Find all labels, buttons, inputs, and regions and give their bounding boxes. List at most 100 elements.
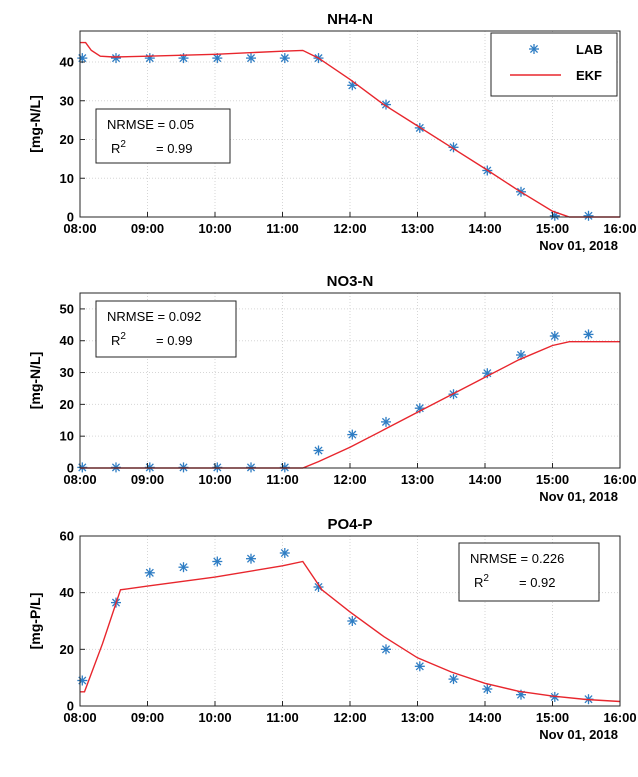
lab-marker bbox=[414, 661, 425, 672]
legend-box bbox=[490, 32, 618, 97]
lab-marker-stroke bbox=[415, 662, 424, 671]
x-tick-label: 15:00 bbox=[536, 221, 569, 236]
lab-marker-stroke bbox=[111, 54, 121, 63]
x-tick-label: 13:00 bbox=[401, 221, 434, 236]
lab-marker bbox=[347, 616, 358, 626]
lab-marker-stroke bbox=[145, 568, 154, 577]
chart-title: PO4-P bbox=[327, 516, 372, 533]
legend-label-ekf: EKF bbox=[576, 68, 602, 83]
y-tick-label: 50 bbox=[60, 301, 74, 316]
x-tick-label: 12:00 bbox=[333, 221, 366, 236]
x-tick-label: 14:00 bbox=[468, 221, 501, 236]
lab-marker bbox=[246, 553, 256, 564]
r2-text: R2 = 0.99 bbox=[111, 331, 193, 348]
lab-marker-stroke bbox=[213, 557, 222, 566]
lab-marker bbox=[583, 210, 594, 221]
chart-title: NO3-N bbox=[327, 273, 374, 290]
lab-marker bbox=[279, 548, 290, 558]
r2-text: R2 = 0.92 bbox=[474, 573, 556, 590]
legend-lab-marker bbox=[529, 44, 539, 54]
lab-marker bbox=[144, 567, 155, 578]
lab-marker bbox=[111, 53, 121, 64]
y-tick-label: 0 bbox=[67, 461, 74, 476]
lab-marker-stroke bbox=[280, 54, 289, 63]
ekf-line bbox=[80, 560, 620, 703]
lab-marker-stroke bbox=[449, 143, 458, 152]
x-tick-label: 14:00 bbox=[468, 710, 501, 725]
x-tick-label: 15:00 bbox=[536, 710, 569, 725]
x-tick-label: 13:00 bbox=[401, 710, 434, 725]
lab-marker-stroke bbox=[483, 684, 492, 694]
stats-box bbox=[458, 542, 600, 602]
lab-marker-stroke bbox=[280, 548, 289, 558]
lab-marker bbox=[448, 674, 459, 685]
lab-marker bbox=[246, 53, 256, 64]
date-label: Nov 01, 2018 bbox=[539, 727, 618, 742]
x-tick-label: 10:00 bbox=[198, 221, 231, 236]
date-label: Nov 01, 2018 bbox=[539, 489, 618, 504]
x-tick-label: 11:00 bbox=[266, 710, 299, 725]
x-tick-label: 09:00 bbox=[131, 221, 164, 236]
ekf-line bbox=[80, 41, 620, 218]
lab-marker bbox=[347, 429, 358, 440]
ekf-line bbox=[80, 341, 620, 469]
chart-panel-no3-n: 08:00 09:00 10:00 11:00 12:00 13:00 14:00 15:00… bbox=[27, 273, 637, 504]
legend-label-lab: LAB bbox=[576, 42, 603, 57]
stats-box bbox=[95, 108, 231, 164]
y-tick-label: 60 bbox=[60, 529, 74, 544]
r2-text: R2 = 0.99 bbox=[111, 139, 193, 156]
lab-marker-stroke bbox=[381, 645, 391, 654]
lab-marker bbox=[144, 53, 155, 64]
lab-marker-stroke bbox=[179, 563, 188, 572]
y-axis-label: [mg-N/L] bbox=[27, 352, 43, 410]
y-tick-label: 0 bbox=[67, 210, 74, 225]
x-tick-label: 12:00 bbox=[333, 472, 366, 487]
lab-marker-stroke bbox=[381, 100, 391, 109]
x-tick-label: 12:00 bbox=[333, 710, 366, 725]
y-axis-label: [mg-P/L] bbox=[27, 593, 43, 650]
lab-marker bbox=[583, 329, 594, 340]
lab-marker bbox=[178, 562, 189, 573]
lab-marker-stroke bbox=[314, 582, 323, 592]
chart-panel-po4-p: 08:00 09:00 10:00 11:00 12:00 13:00 14:00 15:00… bbox=[27, 516, 637, 742]
lab-marker-stroke bbox=[584, 211, 593, 220]
x-tick-label: 08:00 bbox=[63, 472, 96, 487]
x-tick-label: 15:00 bbox=[536, 472, 569, 487]
x-tick-label: 13:00 bbox=[401, 472, 434, 487]
y-tick-label: 40 bbox=[60, 585, 74, 600]
x-tick-label: 08:00 bbox=[63, 710, 96, 725]
y-tick-label: 10 bbox=[60, 429, 74, 444]
x-tick-label: 10:00 bbox=[198, 710, 231, 725]
x-tick-label: 11:00 bbox=[266, 472, 299, 487]
x-tick-label: 16:00 bbox=[603, 221, 636, 236]
x-tick-label: 16:00 bbox=[603, 710, 636, 725]
chart-panel-nh4-n: 08:00 09:00 10:00 11:00 12:00 13:00 14:00 15:00… bbox=[27, 11, 637, 253]
x-tick-label: 16:00 bbox=[603, 472, 636, 487]
y-tick-label: 0 bbox=[67, 699, 74, 714]
chart-title: NH4-N bbox=[327, 11, 373, 28]
x-tick-label: 09:00 bbox=[131, 710, 164, 725]
x-tick-label: 10:00 bbox=[198, 472, 231, 487]
lab-marker-stroke bbox=[314, 446, 323, 455]
lab-marker-stroke bbox=[584, 330, 593, 339]
lab-marker bbox=[381, 644, 391, 655]
lab-marker-stroke bbox=[246, 554, 256, 563]
lab-marker-stroke bbox=[415, 404, 424, 413]
lab-marker-stroke bbox=[449, 675, 458, 684]
stats-box bbox=[95, 300, 237, 358]
lab-marker-stroke bbox=[516, 350, 526, 360]
date-label: Nov 01, 2018 bbox=[539, 238, 618, 253]
lab-marker bbox=[313, 445, 324, 456]
y-tick-label: 20 bbox=[60, 397, 74, 412]
y-tick-label: 30 bbox=[60, 365, 74, 380]
lab-marker bbox=[482, 684, 493, 694]
lab-marker bbox=[549, 331, 560, 341]
lab-marker bbox=[212, 556, 223, 567]
lab-marker-stroke bbox=[483, 369, 492, 378]
x-tick-label: 11:00 bbox=[266, 221, 299, 236]
lab-marker-stroke bbox=[529, 44, 539, 54]
x-tick-label: 08:00 bbox=[63, 221, 96, 236]
lab-marker-stroke bbox=[348, 616, 357, 626]
y-tick-label: 20 bbox=[60, 132, 74, 147]
